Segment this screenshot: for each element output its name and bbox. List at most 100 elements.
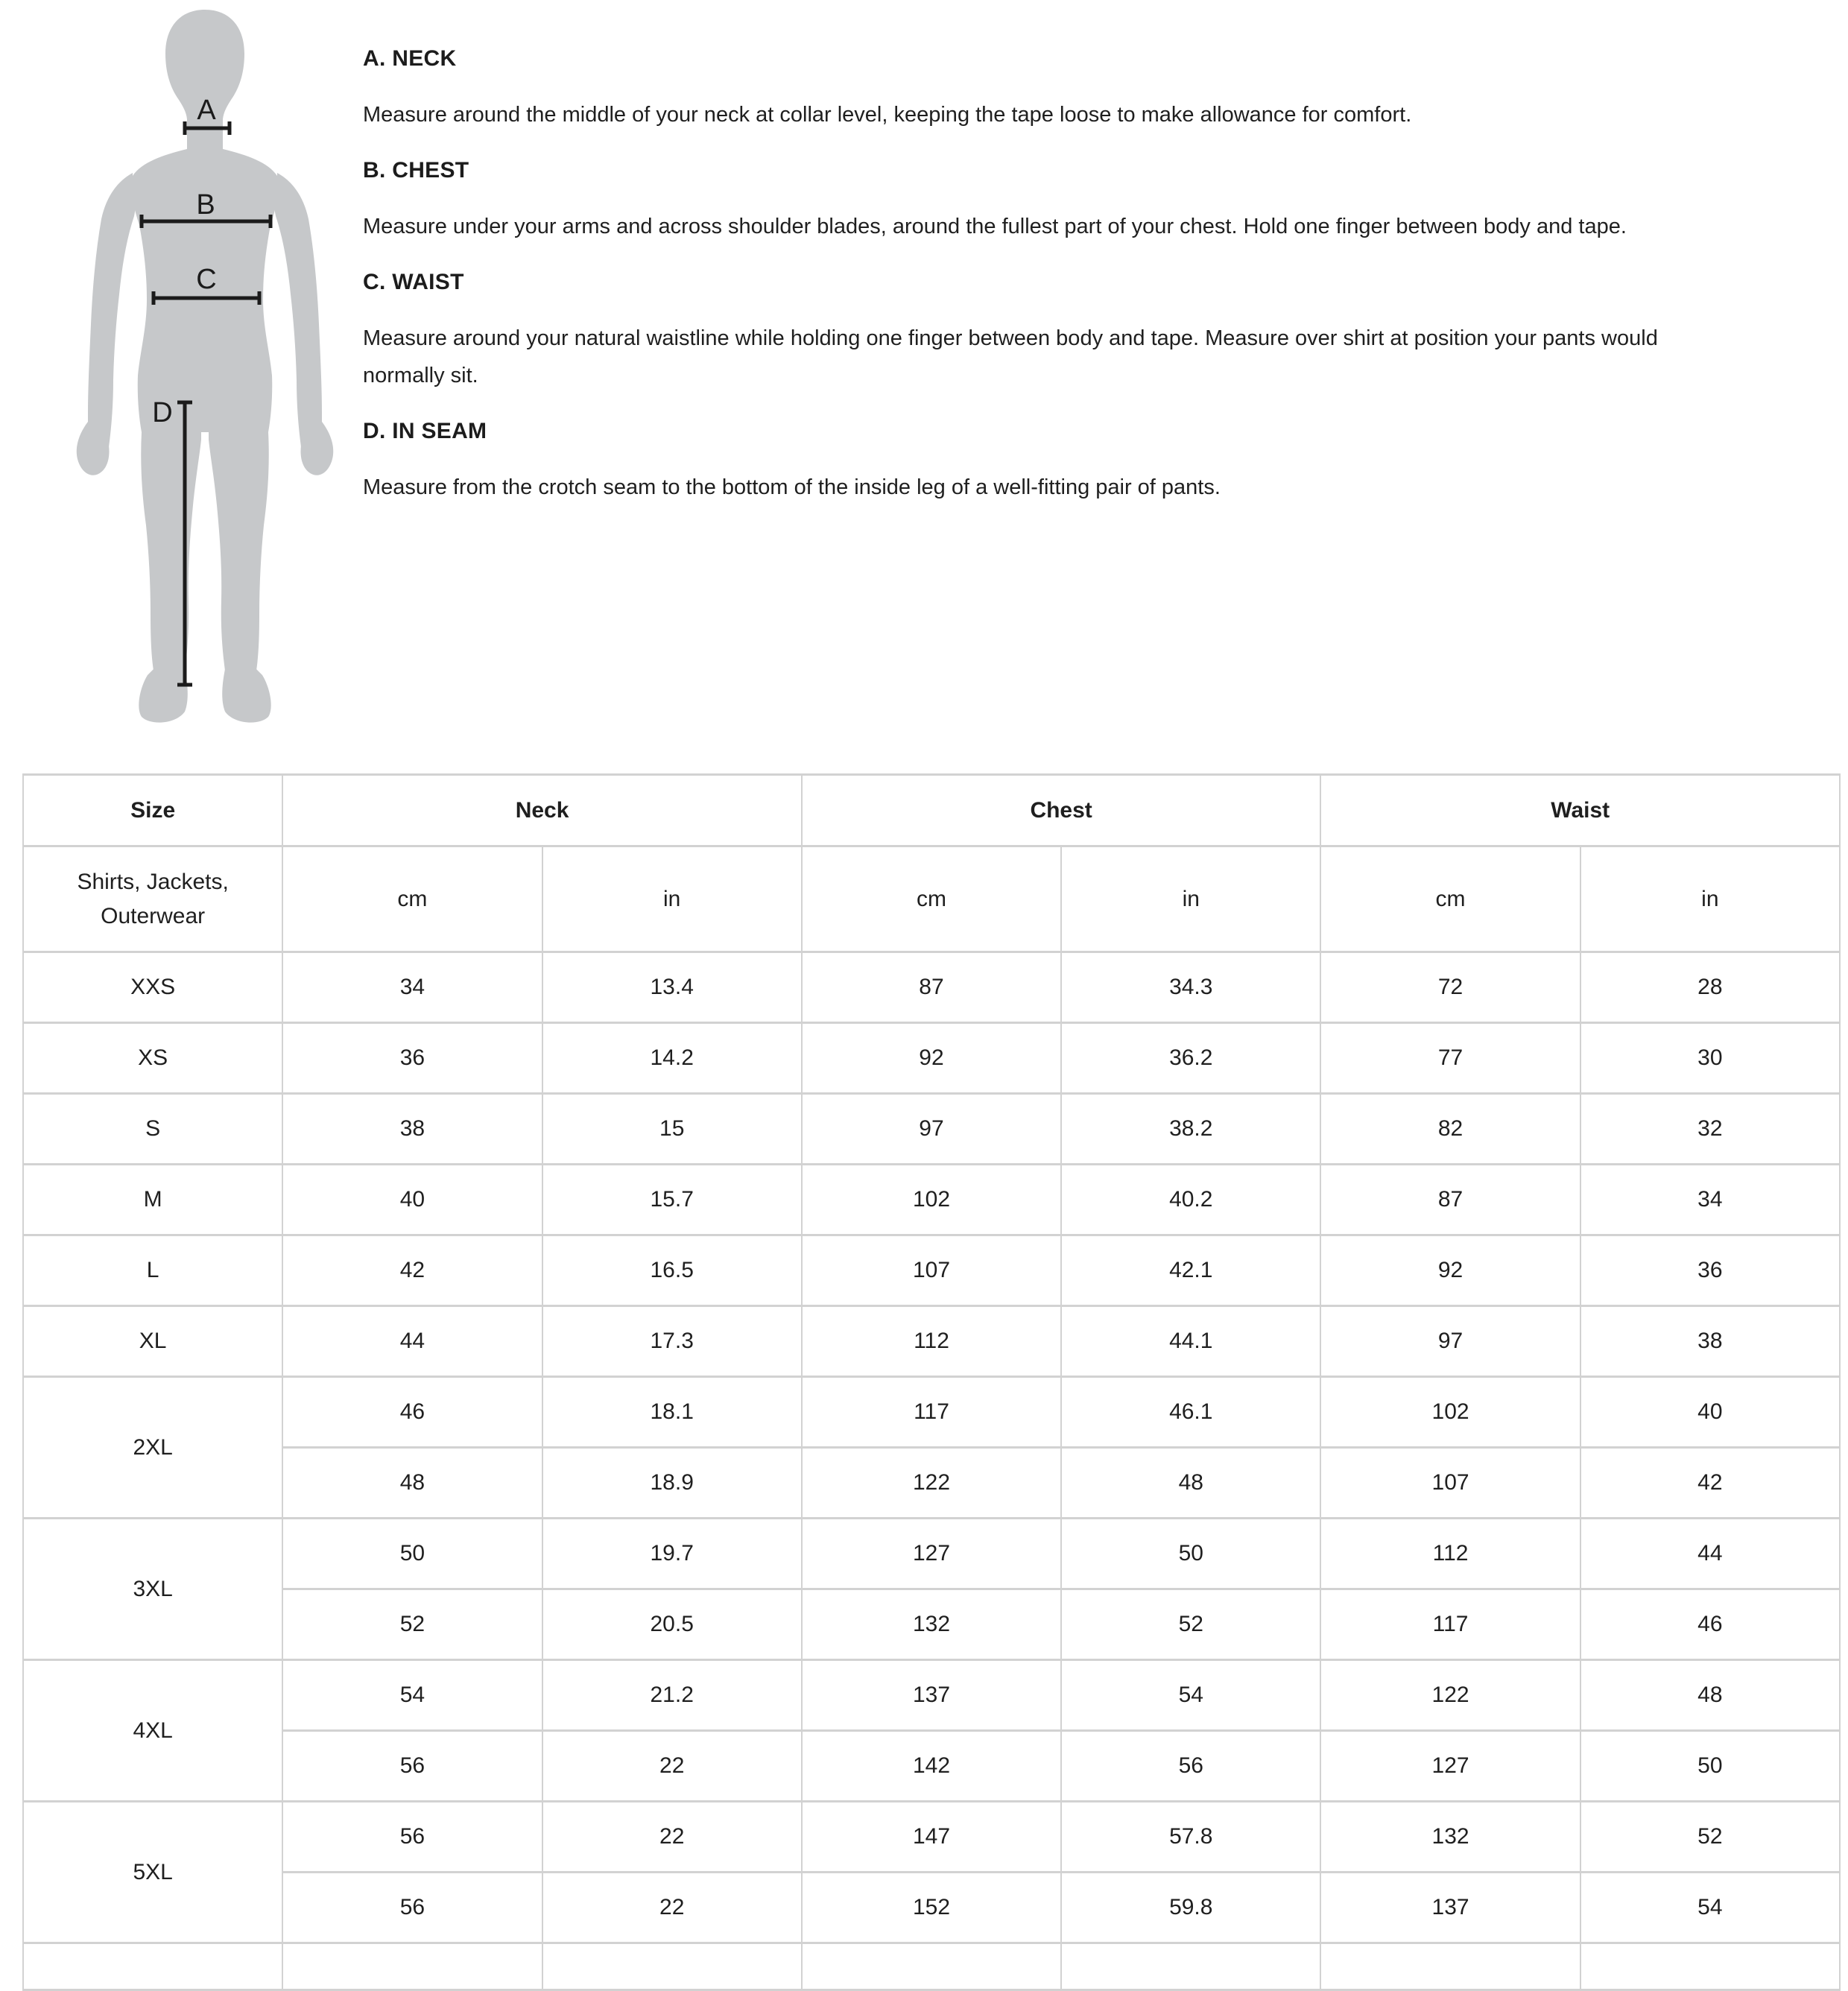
col-header-neck: Neck [282,773,803,847]
waist-measure-line [151,291,262,305]
measurement-cell: 17.3 [541,1305,803,1378]
measurement-cell: 42 [1579,1446,1841,1519]
silhouette-left-foot [139,669,188,723]
label-d: D [152,397,172,428]
measurement-cell: 97 [800,1092,1063,1165]
measurement-cell: 52 [1579,1800,1841,1873]
silhouette-right-hand [300,422,334,475]
measurement-cell: 56 [282,1729,543,1802]
unit-cell-chest-in: in [1060,845,1322,953]
silhouette-left-leg [141,432,201,671]
table-row-4xl-b: 56 22 142 56 127 50 [23,1729,1841,1802]
measurement-cell: 97 [1320,1305,1581,1378]
measurement-cell: 117 [1320,1588,1581,1661]
table-row-m: M 40 15.7 102 40.2 87 34 [22,1163,1841,1236]
measurement-cell: 132 [800,1588,1063,1661]
measurement-cell: 127 [1320,1729,1581,1802]
table-row-clipped [22,1942,1841,1991]
measurement-cell: 30 [1579,1022,1841,1095]
label-b: B [196,189,215,221]
table-row-2xl-b: 48 18.9 122 48 107 42 [23,1446,1841,1519]
measurement-cell: 42.1 [1060,1234,1322,1307]
unit-header-row: Shirts, Jackets, Outerwear cm in cm in c… [22,845,1841,953]
measurement-cell: 38 [282,1092,543,1165]
measurement-cell: 48 [1060,1446,1322,1519]
measurement-cell: 112 [800,1305,1063,1378]
silhouette-right-leg [209,432,269,671]
measurement-cell: 15 [541,1092,803,1165]
section-heading-chest: B. CHEST [363,158,469,183]
measurement-cell: 92 [1320,1234,1581,1307]
section-heading-inseam: D. IN SEAM [363,419,487,443]
measurement-labels: A B C D [152,95,216,428]
size-cell: S [22,1092,284,1165]
measurement-cell: 50 [1060,1517,1322,1590]
empty-cell [800,1942,1063,1991]
measurement-cell: 59.8 [1060,1871,1322,1944]
table-row-s: S 38 15 97 38.2 82 32 [22,1092,1841,1165]
size-cell: 3XL [22,1517,284,1661]
silhouette-head [165,10,244,153]
table-row-l: L 42 16.5 107 42.1 92 36 [22,1234,1841,1307]
measurement-cell: 14.2 [541,1022,803,1095]
measurement-cell: 40 [282,1163,543,1236]
section-heading-waist: C. WAIST [363,270,464,294]
measurement-cell: 22 [541,1729,803,1802]
size-cell: 4XL [22,1659,284,1802]
section-body-chest: Measure under your arms and across shoul… [363,215,1627,238]
inseam-measure-line [177,400,192,687]
measurement-cell: 92 [800,1022,1063,1095]
measurement-cell: 48 [1579,1659,1841,1732]
measurement-cell: 34 [1579,1163,1841,1236]
silhouette-left-arm [87,173,136,452]
size-cell: L [22,1234,284,1307]
measurement-cell: 56 [1060,1729,1322,1802]
table-row-4xl-a: 4XL 54 21.2 137 54 122 48 [22,1659,1841,1802]
col-header-size: Size [22,773,284,847]
measurement-lines [139,121,273,687]
column-group-row: Size Neck Chest Waist [22,773,1841,847]
empty-cell [1320,1942,1581,1991]
size-chart-table: Size Neck Chest Waist Shirts, Jackets, O… [22,773,1841,1991]
measurement-cell: 46 [282,1376,543,1449]
measurement-cell: 32 [1579,1092,1841,1165]
measurement-cell: 20.5 [541,1588,803,1661]
category-cell: Shirts, Jackets, Outerwear [22,845,284,953]
measurement-cell: 36.2 [1060,1022,1322,1095]
unit-cell-waist-cm: cm [1320,845,1581,953]
table-row-2xl-a: 2XL 46 18.1 117 46.1 102 40 [22,1376,1841,1519]
chest-measure-line [139,215,273,228]
measurement-cell: 137 [800,1659,1063,1732]
measurement-cell: 38 [1579,1305,1841,1378]
measurement-cell: 102 [1320,1376,1581,1449]
measurement-cell: 152 [800,1871,1063,1944]
table-row-5xl-a: 5XL 56 22 147 57.8 132 52 [22,1800,1841,1944]
measurement-cell: 34.3 [1060,951,1322,1024]
measurement-cell: 52 [282,1588,543,1661]
measurement-cell: 56 [282,1800,543,1873]
section-body-neck: Measure around the middle of your neck a… [363,103,1412,127]
table-row-3xl-b: 52 20.5 132 52 117 46 [23,1588,1841,1661]
size-cell: XL [22,1305,284,1378]
measurement-cell: 38.2 [1060,1092,1322,1165]
measurement-cell: 40 [1579,1376,1841,1449]
measurement-cell: 50 [282,1517,543,1590]
measurement-cell: 112 [1320,1517,1581,1590]
measurement-cell: 44 [1579,1517,1841,1590]
measurement-cell: 56 [282,1871,543,1944]
measurement-cell: 50 [1579,1729,1841,1802]
measurement-cell: 46.1 [1060,1376,1322,1449]
table-row-xl: XL 44 17.3 112 44.1 97 38 [22,1305,1841,1378]
silhouette-left-hand [76,422,110,475]
empty-cell [1060,1942,1322,1991]
measurement-cell: 54 [282,1659,543,1732]
measurement-cell: 122 [800,1446,1063,1519]
measurement-cell: 82 [1320,1092,1581,1165]
label-c: C [196,264,216,295]
measurement-cell: 16.5 [541,1234,803,1307]
silhouette-right-foot [222,669,271,723]
section-body-waist: Measure around your natural waistline wh… [363,326,1658,387]
size-cell: XS [22,1022,284,1095]
measurement-cell: 22 [541,1800,803,1873]
measurement-cell: 87 [800,951,1063,1024]
